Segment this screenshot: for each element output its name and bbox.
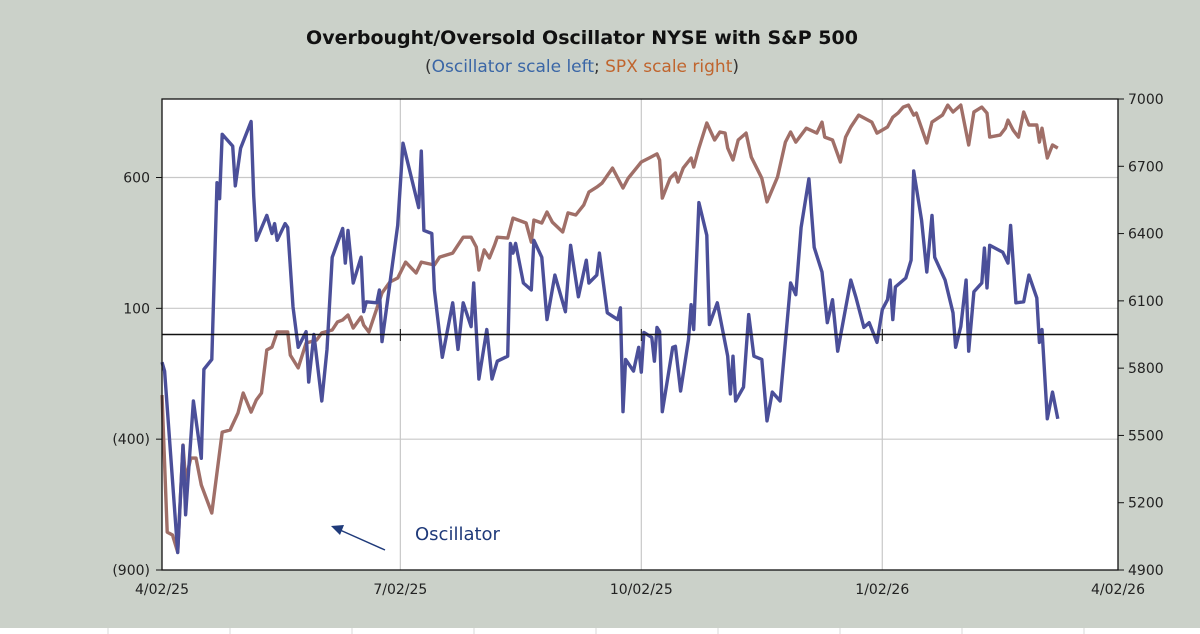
right-tick-label: 4900 [1128,563,1164,579]
subtitle-close: ) [732,57,739,77]
right-tick-label: 5500 [1128,428,1164,444]
axes: 600 100 (400) (900) 4/02/25 7/02/25 10/02/25 1/… [112,92,1163,598]
subtitle-left: Oscillator scale left [432,57,595,77]
right-tick-label: 6700 [1128,159,1164,175]
x-tick-label: 7/02/25 [373,582,427,598]
annotation-arrow-line [339,529,386,551]
left-tick-label: 600 [123,171,150,187]
annotation-arrow-head [331,525,344,535]
annotation: Oscillator [331,524,501,551]
sheet-column-lines [107,628,1085,634]
chart-title: Overbought/Oversold Oscillator NYSE with… [306,27,858,49]
right-tick-label: 6100 [1128,294,1164,310]
subtitle-sep: ; [594,57,605,77]
x-tick-label: 10/02/25 [610,582,673,598]
plot-border [161,98,1119,571]
subtitle-right: SPX scale right [605,57,733,77]
left-tick-label: 100 [123,301,150,317]
series-layer [160,103,1060,555]
right-tick-label: 5200 [1128,496,1164,512]
right-tick-label: 6400 [1128,227,1164,243]
x-tick-label: 4/02/26 [1091,582,1145,598]
bottom-sheet-strip [0,628,1200,634]
annotation-label: Oscillator [415,524,501,545]
chart-subtitle: (Oscillator scale left; SPX scale right) [425,57,739,77]
right-tick-label: 7000 [1128,92,1164,108]
oscillator-line [160,119,1060,555]
right-tick-label: 5800 [1128,361,1164,377]
left-tick-label: (900) [112,563,150,579]
left-tick-label: (400) [112,432,150,448]
x-tick-label: 1/02/26 [855,582,909,598]
subtitle-open: ( [425,57,432,77]
x-tick-label: 4/02/25 [135,582,189,598]
